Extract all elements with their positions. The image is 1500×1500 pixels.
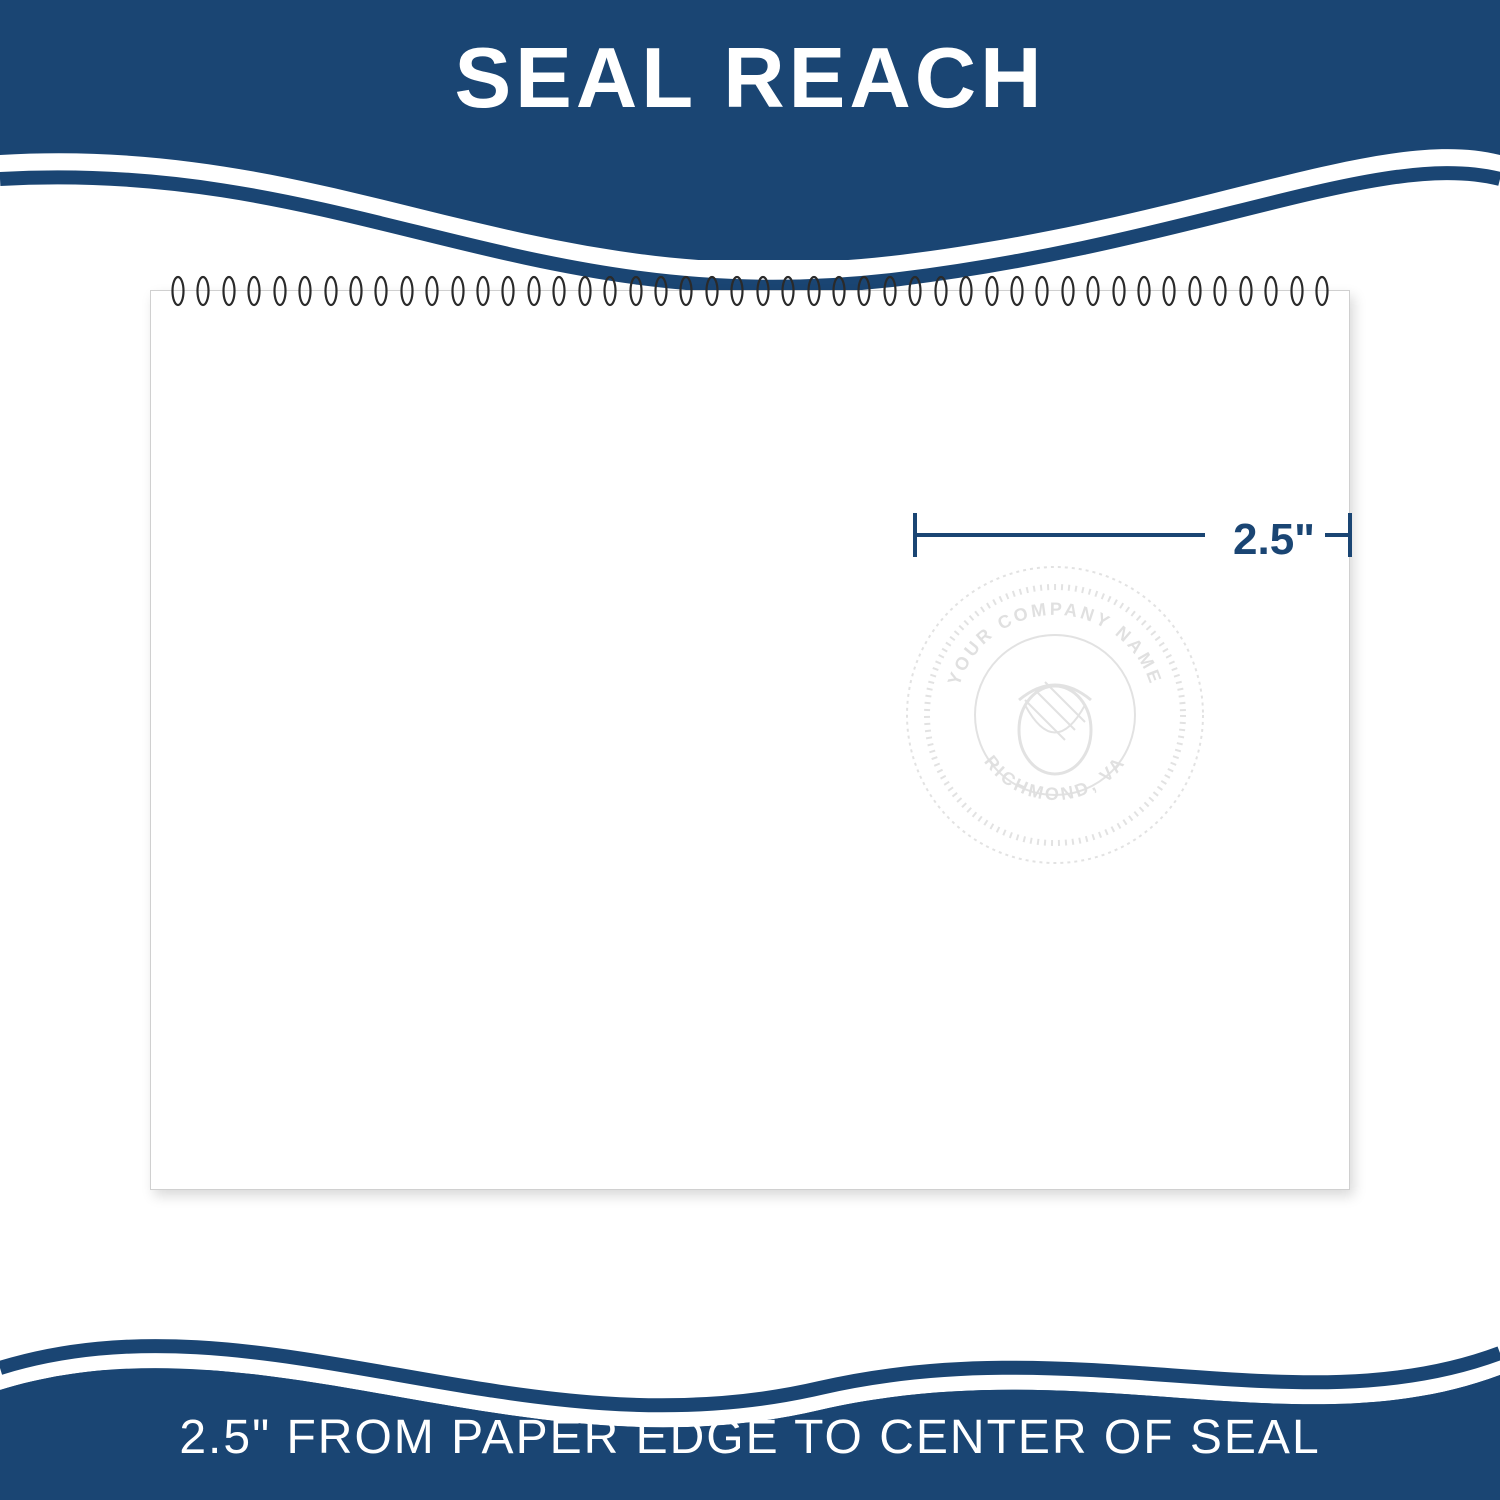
spiral-ring (756, 275, 770, 307)
spiral-ring (959, 275, 973, 307)
dimension-label: 2.5" (1225, 515, 1323, 565)
spiral-ring (222, 275, 236, 307)
spiral-ring (985, 275, 999, 307)
spiral-ring (1137, 275, 1151, 307)
spiral-ring (324, 275, 338, 307)
spiral-ring (1315, 275, 1329, 307)
spiral-ring (908, 275, 922, 307)
spiral-ring (807, 275, 821, 307)
spiral-ring (934, 275, 948, 307)
spiral-ring (527, 275, 541, 307)
spiral-ring (349, 275, 363, 307)
spiral-binding (171, 275, 1329, 307)
spiral-ring (374, 275, 388, 307)
spiral-ring (1061, 275, 1075, 307)
spiral-ring (1162, 275, 1176, 307)
spiral-ring (629, 275, 643, 307)
embossed-seal: YOUR COMPANY NAME RICHMOND, VA (900, 560, 1210, 870)
spiral-ring (857, 275, 871, 307)
spiral-ring (1213, 275, 1227, 307)
dimension-indicator: 2.5" (905, 505, 1385, 565)
spiral-ring (578, 275, 592, 307)
spiral-ring (1010, 275, 1024, 307)
spiral-ring (654, 275, 668, 307)
spiral-ring (451, 275, 465, 307)
footer-text: 2.5" FROM PAPER EDGE TO CENTER OF SEAL (0, 1410, 1500, 1465)
spiral-ring (247, 275, 261, 307)
spiral-ring (425, 275, 439, 307)
spiral-ring (679, 275, 693, 307)
spiral-ring (298, 275, 312, 307)
spiral-ring (1290, 275, 1304, 307)
spiral-ring (705, 275, 719, 307)
spiral-ring (476, 275, 490, 307)
header-title: SEAL REACH (0, 30, 1500, 128)
spiral-ring (781, 275, 795, 307)
spiral-ring (273, 275, 287, 307)
spiral-ring (1112, 275, 1126, 307)
spiral-ring (1086, 275, 1100, 307)
spiral-ring (552, 275, 566, 307)
spiral-ring (171, 275, 185, 307)
seal-text-bottom: RICHMOND, VA (980, 752, 1129, 805)
spiral-ring (1035, 275, 1049, 307)
spiral-ring (603, 275, 617, 307)
spiral-ring (1188, 275, 1202, 307)
spiral-ring (1239, 275, 1253, 307)
spiral-ring (1264, 275, 1278, 307)
spiral-ring (730, 275, 744, 307)
spiral-ring (196, 275, 210, 307)
spiral-ring (832, 275, 846, 307)
spiral-ring (400, 275, 414, 307)
spiral-ring (883, 275, 897, 307)
spiral-ring (501, 275, 515, 307)
